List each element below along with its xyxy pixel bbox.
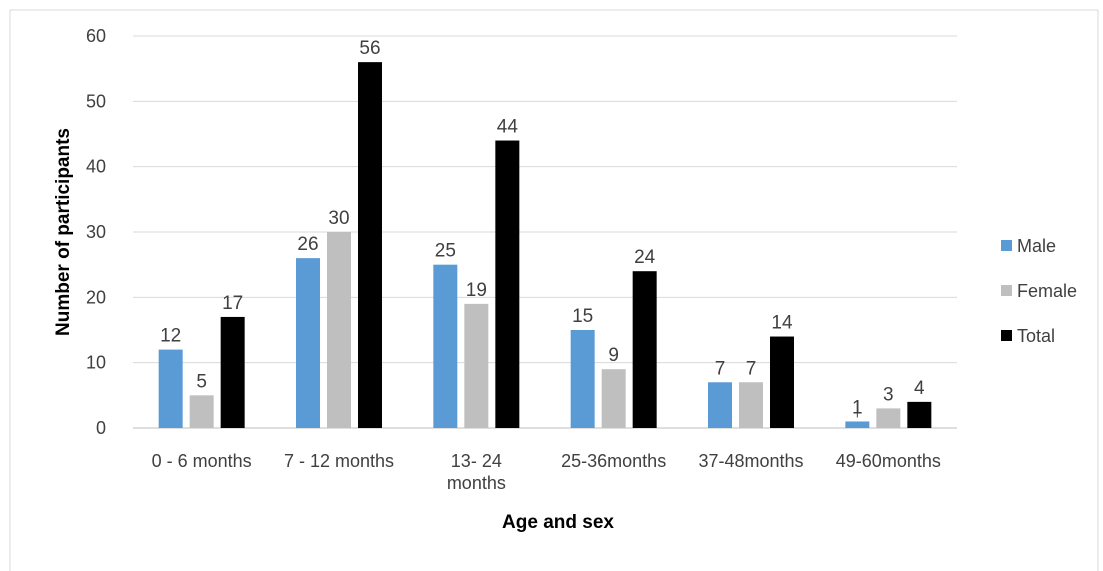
bar-male [158, 349, 183, 428]
data-label-total: 17 [222, 293, 243, 314]
bar-male [708, 382, 732, 428]
bar-male [296, 258, 320, 428]
data-label-male: 26 [297, 234, 318, 255]
x-tick-label: 37-48months [698, 451, 803, 471]
data-label-male: 12 [160, 326, 181, 347]
bar-female [876, 408, 901, 428]
y-tick-label: 30 [86, 222, 106, 242]
data-label-female: 19 [466, 280, 487, 301]
bar-total [358, 62, 382, 429]
bar-female [739, 382, 763, 428]
x-axis-title: Age and sex [502, 512, 614, 533]
bar-total [907, 401, 932, 428]
x-axis-ticks: 0 - 6 months 7 - 12 months 13- 24 months 25-… [152, 451, 941, 493]
data-label-female: 7 [746, 358, 757, 379]
bar-female [601, 369, 626, 428]
bar-total [770, 336, 794, 428]
y-axis-ticks: 0 10 20 30 40 50 60 [86, 26, 106, 438]
legend-label-female: Female [1017, 281, 1077, 301]
y-tick-label: 50 [86, 91, 106, 111]
data-label-female: 5 [196, 371, 207, 392]
data-label-total: 24 [634, 247, 656, 268]
legend: Male Female Total [1001, 236, 1077, 346]
y-tick-label: 40 [86, 157, 106, 177]
x-tick-label: 25-36months [561, 451, 666, 471]
x-tick-label: 0 - 6 months [152, 451, 252, 471]
gridlines [133, 35, 957, 429]
legend-label-male: Male [1017, 236, 1056, 256]
data-label-total: 56 [359, 38, 380, 59]
y-tick-label: 60 [86, 26, 106, 46]
bar-female [464, 303, 489, 428]
data-label-female: 9 [608, 345, 619, 366]
bars [158, 62, 932, 429]
bar-female [189, 395, 214, 428]
data-label-female: 30 [328, 208, 349, 229]
bar-total [632, 271, 657, 428]
y-tick-label: 20 [86, 287, 106, 307]
bar-female [327, 232, 351, 428]
data-label-total: 44 [497, 117, 519, 138]
x-tick-label: 13- 24 months [447, 451, 506, 493]
data-label-male: 15 [572, 306, 593, 327]
y-axis-title: Number of participants [53, 128, 74, 336]
data-label-total: 4 [914, 378, 925, 399]
legend-swatch-female [1001, 285, 1012, 296]
x-tick-label: 49-60months [836, 451, 941, 471]
bar-male [433, 264, 458, 428]
legend-label-total: Total [1017, 326, 1055, 346]
bar-male [845, 421, 870, 428]
data-label-male: 7 [715, 358, 726, 379]
data-label-female: 3 [883, 384, 894, 405]
y-tick-label: 0 [96, 418, 106, 438]
x-tick-label: 7 - 12 months [284, 451, 394, 471]
bar-total [220, 316, 245, 428]
legend-swatch-male [1001, 240, 1012, 251]
bar-male [570, 330, 595, 428]
bar-total [495, 140, 520, 429]
data-label-male: 25 [435, 241, 456, 262]
legend-swatch-total [1001, 330, 1012, 341]
y-tick-label: 10 [86, 353, 106, 373]
data-label-total: 14 [771, 313, 793, 334]
